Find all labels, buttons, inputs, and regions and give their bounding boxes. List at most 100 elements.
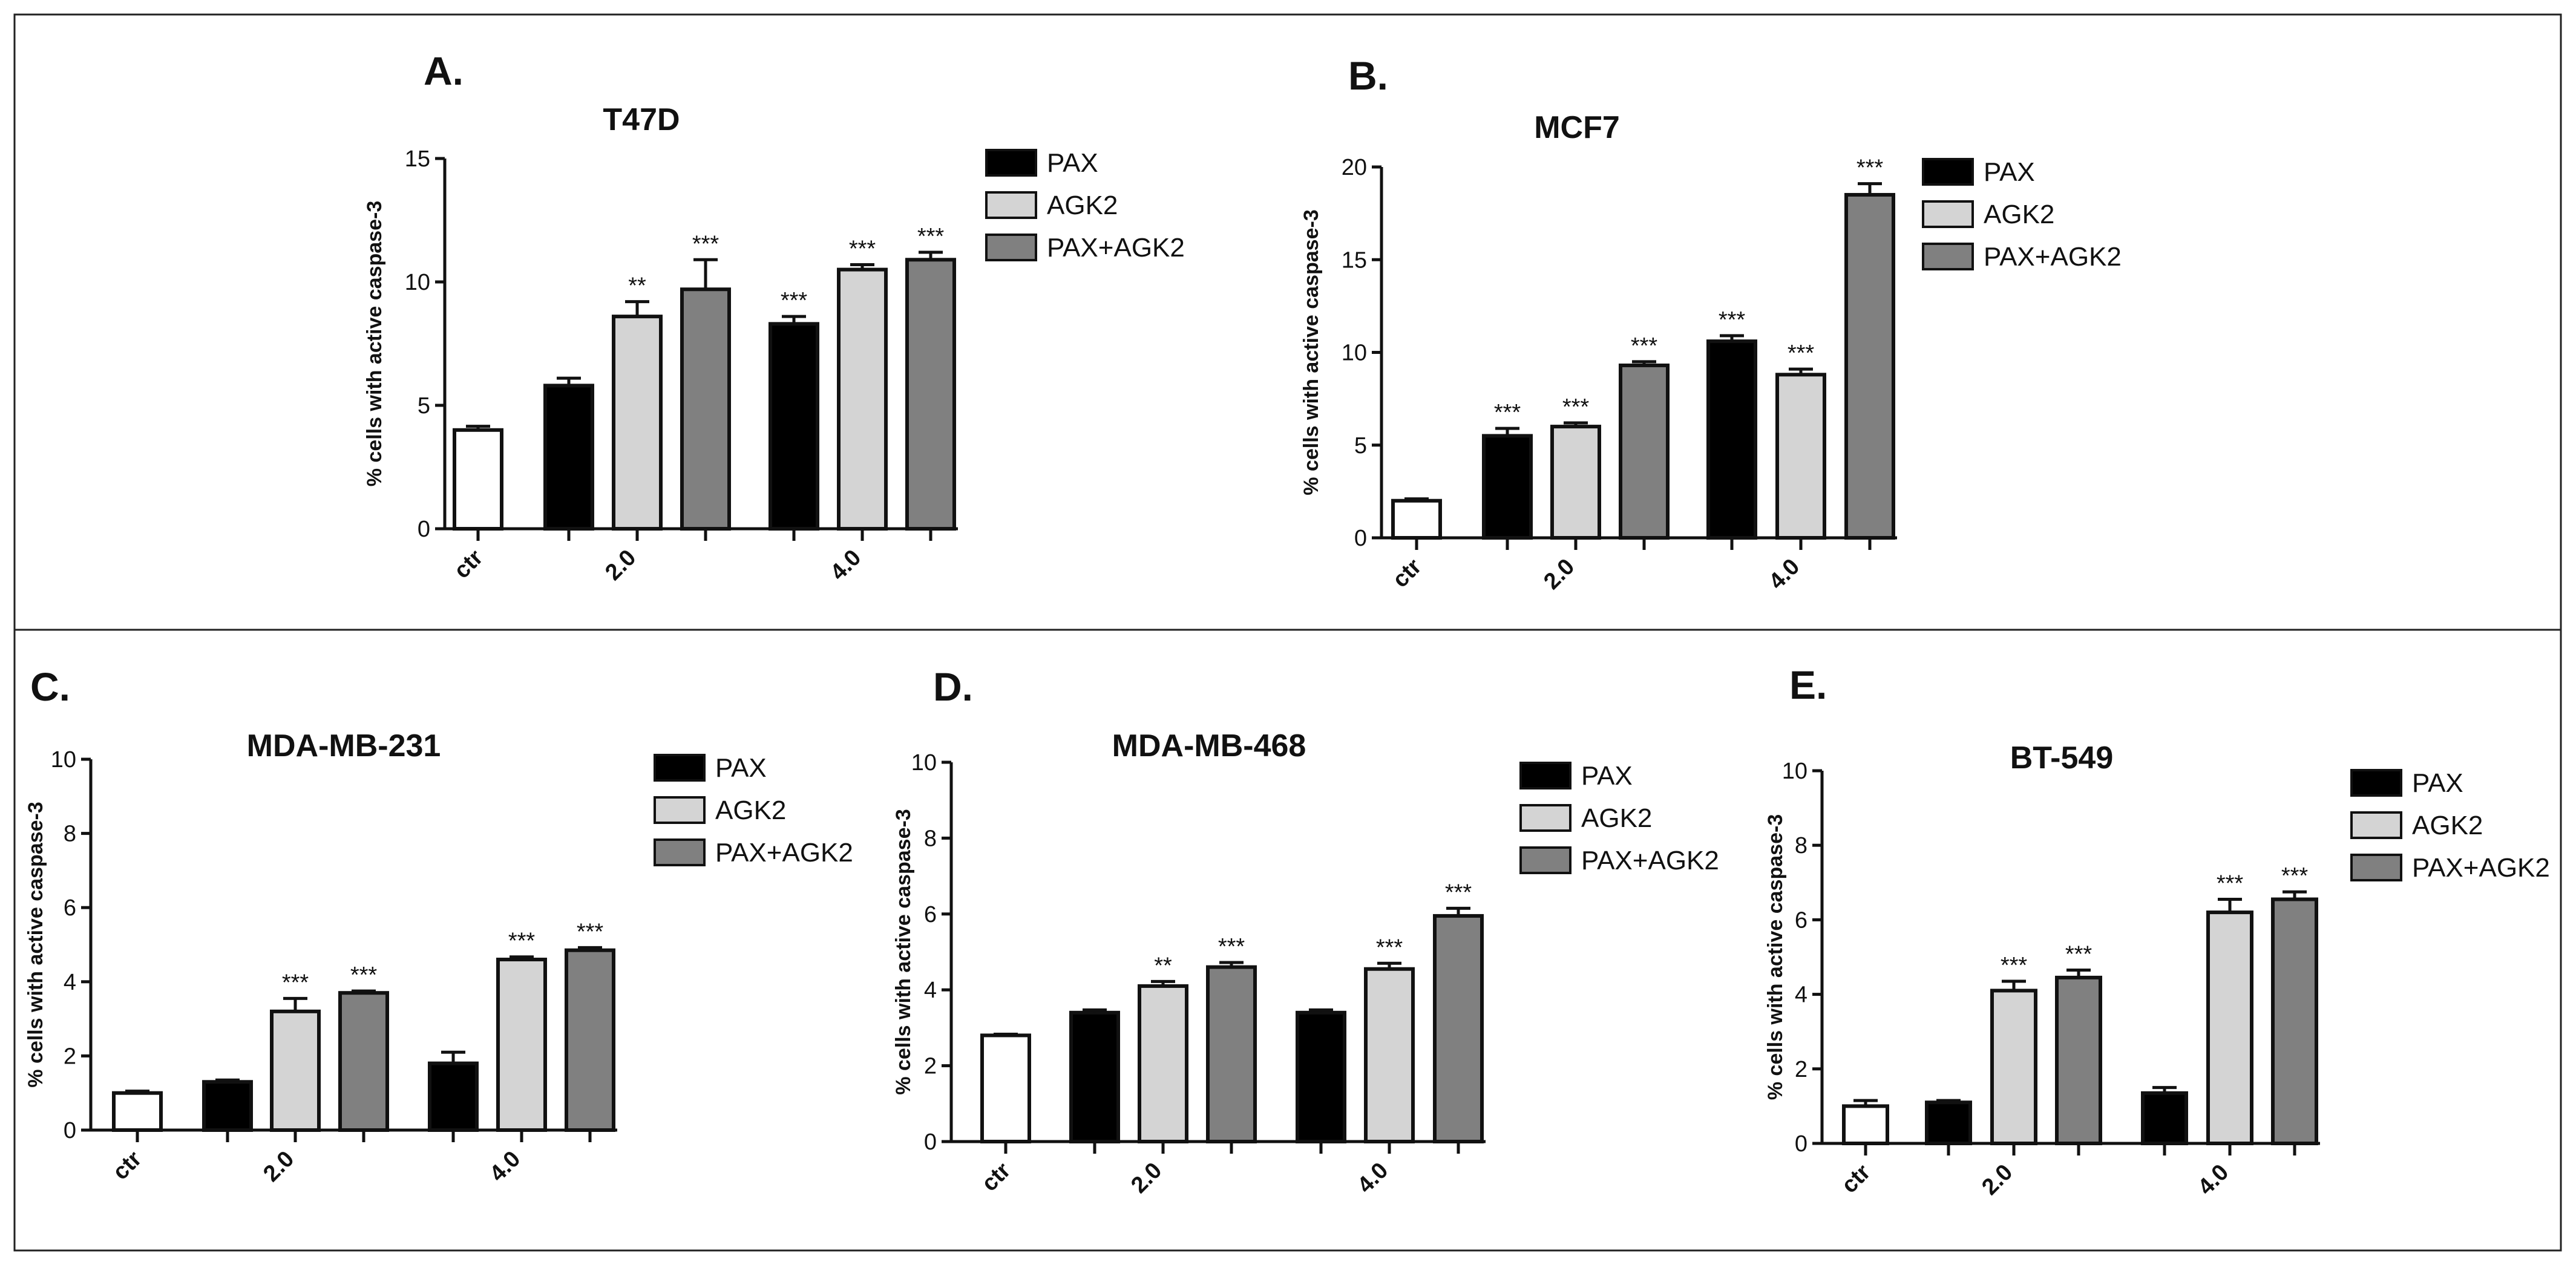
- bar-ctr-ctr: [1391, 498, 1442, 540]
- chart-panel-mda-mb-231: C. MDA-MB-231 0 2 4 6 8 10 % cells with active c…: [24, 664, 853, 1187]
- y-tick-label: 0: [1795, 1131, 1807, 1157]
- panel-letter: A.: [424, 48, 464, 93]
- legend-label: AGK2: [1581, 803, 1652, 833]
- bar-ctr-ctr: [453, 428, 503, 531]
- x-tick-label: 2.0: [1539, 554, 1579, 595]
- legend-label: PAX+AGK2: [1984, 242, 2122, 272]
- bar-4.0-agk2: [1775, 373, 1826, 540]
- legend-swatch: [1922, 243, 1974, 270]
- legend-swatch: [2350, 769, 2402, 797]
- y-axis-label: % cells with active caspase-3: [1300, 209, 1323, 495]
- legend-label: PAX+AGK2: [715, 838, 853, 868]
- bar-4.0-pax-agk2: [1844, 192, 1895, 540]
- legend-label: AGK2: [2412, 811, 2483, 840]
- y-tick-label: 0: [64, 1118, 76, 1143]
- bar-ctr-ctr: [980, 1033, 1031, 1143]
- x-tick-label: ctr: [449, 545, 488, 584]
- y-axis-label: % cells with active caspase-3: [363, 201, 386, 486]
- significance-marker: ***: [1719, 307, 1746, 333]
- legend-swatch: [985, 149, 1037, 177]
- bar-2.0-agk2: [1550, 425, 1601, 540]
- chart-panel-mda-mb-468: D. MDA-MB-468 0 2 4 6 8 10 % cells with active c…: [892, 664, 1719, 1198]
- significance-marker: ***: [1376, 935, 1403, 960]
- significance-marker: ***: [2217, 871, 2244, 897]
- bar-4.0-agk2: [496, 958, 547, 1133]
- y-tick-label: 0: [924, 1129, 937, 1155]
- significance-marker: ***: [1631, 333, 1658, 359]
- legend-swatch: [654, 754, 706, 782]
- bar-4.0-agk2: [1364, 967, 1415, 1143]
- bar-2.0-pax-agk2: [1619, 363, 1670, 540]
- significance-marker: ***: [2281, 863, 2309, 889]
- x-tick-label: ctr: [108, 1146, 146, 1185]
- legend-swatch: [1519, 804, 1571, 832]
- bar-2.0-pax: [543, 384, 594, 531]
- bar-2.0-agk2: [1990, 989, 2037, 1145]
- bar-2.0-pax-agk2: [680, 287, 731, 531]
- significance-marker: ***: [350, 963, 378, 988]
- y-tick-label: 6: [1795, 907, 1807, 933]
- x-tick-label: 2.0: [1126, 1158, 1167, 1198]
- significance-marker: ***: [781, 288, 808, 313]
- y-tick-label: 2: [64, 1044, 76, 1069]
- bar-4.0-agk2: [2206, 910, 2253, 1145]
- legend-swatch: [1922, 200, 1974, 228]
- significance-marker: **: [1154, 953, 1172, 978]
- bar-2.0-pax: [1069, 1010, 1120, 1143]
- bar-4.0-agk2: [837, 267, 888, 531]
- x-tick-label: ctr: [977, 1158, 1015, 1197]
- panel-letter: D.: [933, 664, 973, 709]
- panel-letter: E.: [1789, 662, 1827, 707]
- legend-label: PAX: [1581, 761, 1633, 791]
- y-tick-label: 2: [924, 1054, 937, 1079]
- y-tick-label: 15: [1342, 247, 1367, 273]
- legend-label: AGK2: [1047, 191, 1118, 220]
- x-tick-label: 2.0: [1977, 1160, 2017, 1200]
- panels: A. T47D 0 5 10 15 % cells with active caspase-…: [24, 48, 2550, 1200]
- x-tick-label: 4.0: [1352, 1158, 1393, 1198]
- bar-2.0-pax-agk2: [1206, 965, 1257, 1143]
- bar-4.0-pax-agk2: [905, 258, 956, 531]
- bar-2.0-pax: [202, 1080, 253, 1133]
- bar-2.0-pax-agk2: [338, 991, 389, 1132]
- significance-marker: ***: [577, 919, 604, 944]
- chart-panel-bt-549: E. BT-549 0 2 4 6 8 10 % cells with active caspa…: [1764, 662, 2550, 1200]
- significance-marker: ***: [1445, 880, 1472, 905]
- chart-panel-t47d: A. T47D 0 5 10 15 % cells with active caspase-…: [363, 48, 1185, 586]
- chart-title: BT-549: [2010, 740, 2114, 776]
- x-tick-label: 2.0: [258, 1146, 299, 1187]
- chart-title: MDA-MB-468: [1112, 728, 1306, 763]
- y-tick-label: 6: [64, 895, 76, 921]
- significance-marker: ***: [1788, 341, 1815, 366]
- bar-4.0-pax-agk2: [565, 948, 615, 1132]
- bar-ctr-ctr: [1842, 1104, 1889, 1146]
- y-tick-label: 10: [1782, 759, 1807, 784]
- y-tick-label: 10: [1342, 341, 1367, 366]
- legend-label: AGK2: [715, 796, 786, 825]
- chart-panel-mcf7: B. MCF7 0 5 10 15 20 % cells with active caspas…: [1300, 53, 2122, 595]
- bar-4.0-pax: [1296, 1010, 1346, 1143]
- legend-label: PAX+AGK2: [2412, 853, 2550, 883]
- legend-swatch: [985, 191, 1037, 219]
- bar-2.0-pax: [1925, 1100, 1972, 1145]
- x-tick-label: ctr: [1388, 554, 1426, 593]
- y-tick-label: 0: [1354, 526, 1367, 551]
- significance-marker: ***: [917, 224, 945, 249]
- bar-4.0-pax: [2141, 1091, 2188, 1145]
- bar-4.0-pax-agk2: [1433, 914, 1484, 1144]
- y-tick-label: 6: [924, 902, 937, 927]
- legend-label: PAX: [1047, 148, 1098, 178]
- y-tick-label: 15: [405, 146, 430, 172]
- legend-swatch: [2350, 854, 2402, 881]
- y-tick-label: 10: [51, 747, 76, 773]
- y-tick-label: 4: [64, 970, 76, 995]
- significance-marker: ***: [1857, 155, 1884, 181]
- y-tick-label: 2: [1795, 1057, 1807, 1082]
- y-tick-label: 8: [1795, 833, 1807, 858]
- y-tick-label: 10: [405, 270, 430, 295]
- y-tick-label: 0: [418, 517, 430, 542]
- legend-swatch: [2350, 811, 2402, 839]
- legend-label: AGK2: [1984, 200, 2054, 229]
- x-tick-label: ctr: [1837, 1160, 1875, 1198]
- y-tick-label: 5: [418, 393, 430, 419]
